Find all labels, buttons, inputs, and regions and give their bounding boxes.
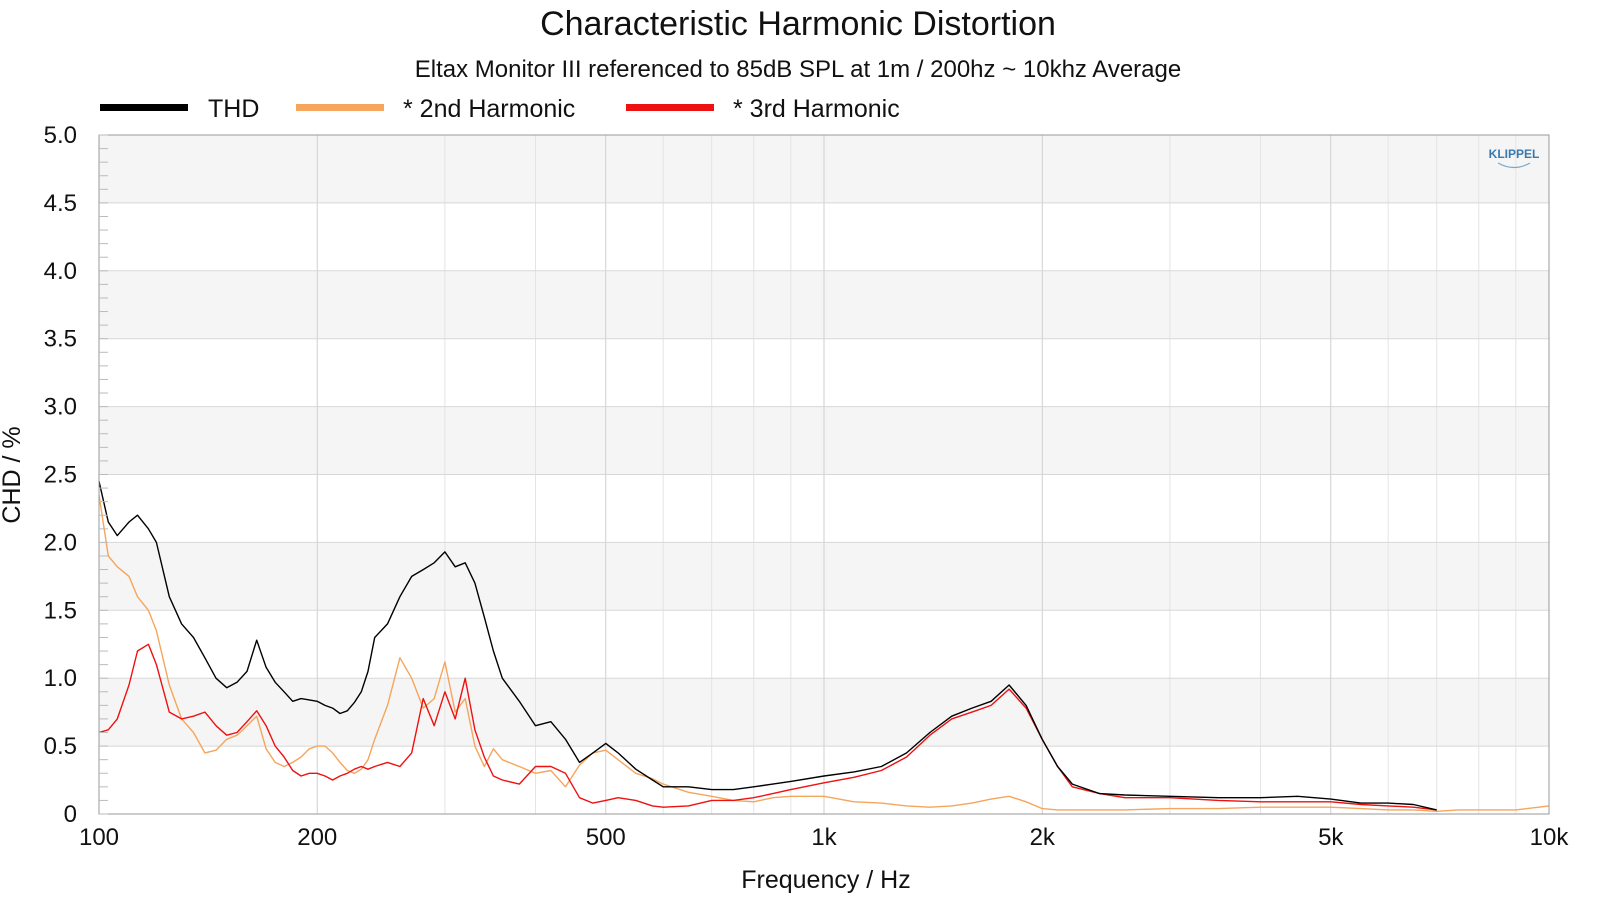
x-tick-label: 2k	[1030, 824, 1056, 851]
x-tick-label: 5k	[1318, 824, 1344, 851]
legend-label-2: * 3rd Harmonic	[733, 95, 900, 123]
y-axis-label: CHD / %	[0, 426, 26, 523]
x-tick-label: 10k	[1530, 824, 1570, 851]
x-tick-label: 500	[586, 824, 626, 851]
y-tick-label: 4.5	[44, 190, 77, 217]
legend-swatch-0	[100, 104, 188, 111]
klippel-logo: KLIPPEL	[1489, 147, 1540, 169]
klippel-logo-arc	[1497, 162, 1531, 169]
x-tick-label: 100	[79, 824, 119, 851]
y-tick-label: 1.5	[44, 597, 77, 624]
y-tick-label: 0	[64, 801, 77, 828]
series-line-0	[98, 481, 1437, 811]
y-tick-label: 0.5	[44, 733, 77, 760]
x-tick-label: 200	[297, 824, 337, 851]
legend-swatch-2	[626, 104, 714, 111]
y-tick-label: 2.5	[44, 462, 77, 489]
chart-legend: THD * 2nd Harmonic * 3rd Harmonic	[100, 95, 900, 123]
chart-subtitle: Eltax Monitor III referenced to 85dB SPL…	[415, 56, 1181, 83]
legend-swatch-1	[296, 104, 384, 111]
series-line-1	[98, 494, 1550, 812]
x-tick-label: 1k	[811, 824, 837, 851]
legend-label-0: THD	[208, 95, 259, 123]
x-axis-ticks: 100 200 500 1k 2k 5k 10k	[79, 824, 1569, 851]
y-tick-label: 1.0	[44, 665, 77, 692]
series-lines	[98, 481, 1550, 812]
x-axis-label: Frequency / Hz	[741, 866, 911, 894]
chart-title: Characteristic Harmonic Distortion	[540, 5, 1056, 43]
y-tick-label: 3.5	[44, 326, 77, 353]
y-tick-label: 3.0	[44, 394, 77, 421]
y-axis-ticks: 0 0.5 1.0 1.5 2.0 2.5 3.0 3.5 4.0 4.5 5.0	[44, 122, 108, 828]
legend-label-1: * 2nd Harmonic	[403, 95, 575, 123]
klippel-logo-text: KLIPPEL	[1489, 147, 1540, 161]
y-tick-label: 2.0	[44, 529, 77, 556]
y-tick-label: 4.0	[44, 258, 77, 285]
series-line-2	[98, 643, 1437, 811]
y-tick-label: 5.0	[44, 122, 77, 149]
